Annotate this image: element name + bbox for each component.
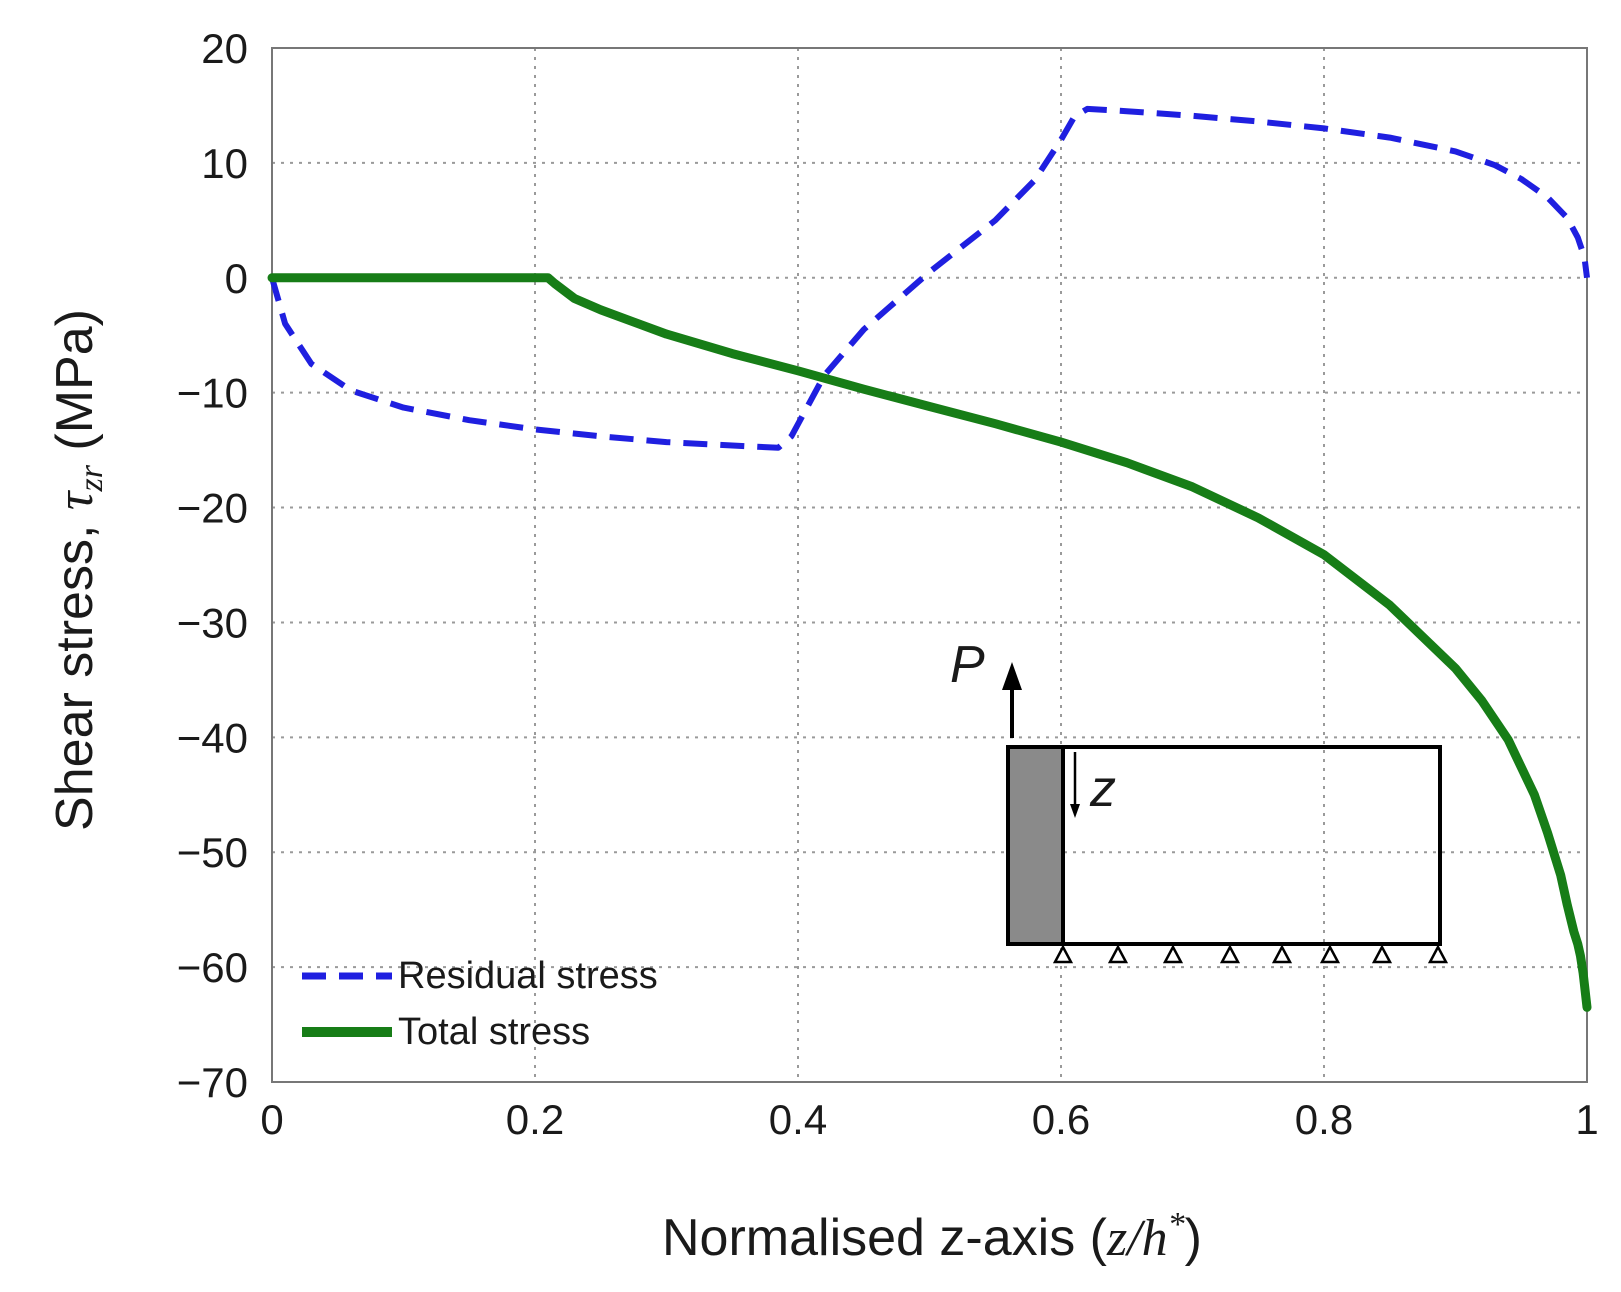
grid-lines bbox=[272, 48, 1587, 1082]
y-tick-label: −70 bbox=[177, 1059, 248, 1106]
inset-z-arrow-head bbox=[1070, 804, 1080, 818]
y-tick-label: −30 bbox=[177, 599, 248, 646]
x-axis-label-math: z/h bbox=[1106, 1210, 1168, 1267]
roller-support-3 bbox=[1219, 944, 1241, 964]
y-tick-label: −40 bbox=[177, 714, 248, 761]
y-tick-label: −20 bbox=[177, 485, 248, 532]
series-layer bbox=[267, 105, 1592, 1012]
series-line-total-stress bbox=[267, 273, 1592, 1012]
roller-support-7 bbox=[1427, 944, 1449, 964]
legend: Residual stress Total stress bbox=[302, 955, 658, 1053]
legend-label-total: Total stress bbox=[398, 1011, 590, 1053]
x-tick-label: 0.4 bbox=[769, 1096, 827, 1143]
y-tick-label: −10 bbox=[177, 370, 248, 417]
inset-shaded-region bbox=[1006, 745, 1065, 946]
x-axis-label: Normalised z-axis (z/h*) bbox=[662, 1206, 1202, 1267]
inset-beam-outline bbox=[1006, 745, 1442, 946]
y-tick-label: 10 bbox=[201, 140, 248, 187]
y-tick-label: −60 bbox=[177, 944, 248, 991]
y-tick-label: 20 bbox=[201, 25, 248, 72]
roller-support-6 bbox=[1371, 944, 1393, 964]
beam-inset-diagram: P z bbox=[950, 636, 1449, 964]
x-axis-label-suffix: ) bbox=[1185, 1209, 1202, 1267]
roller-support-4 bbox=[1271, 944, 1293, 964]
inset-z-label: z bbox=[1089, 760, 1116, 818]
x-tick-label: 0.8 bbox=[1295, 1096, 1353, 1143]
x-axis-label-superscript: * bbox=[1168, 1206, 1185, 1243]
y-axis-label-prefix: Shear stress, bbox=[46, 510, 104, 831]
inset-roller-supports bbox=[1052, 944, 1449, 964]
y-axis-label-suffix: (MPa) bbox=[46, 309, 104, 465]
y-tick-label: −50 bbox=[177, 829, 248, 876]
legend-label-residual: Residual stress bbox=[398, 955, 658, 997]
y-tick-label: 0 bbox=[225, 255, 248, 302]
x-tick-label: 0.2 bbox=[506, 1096, 564, 1143]
y-axis-label-subscript: zr bbox=[73, 464, 110, 492]
x-axis-ticks: 0 0.2 0.4 0.6 0.8 1 bbox=[260, 1096, 1598, 1143]
force-arrow-head bbox=[1002, 662, 1022, 690]
x-tick-label: 0 bbox=[260, 1096, 283, 1143]
inset-force-label: P bbox=[950, 636, 985, 694]
x-tick-label: 0.6 bbox=[1032, 1096, 1090, 1143]
y-axis-ticks: 20 10 0 −10 −20 −30 −40 −50 −60 −70 bbox=[177, 25, 248, 1106]
x-tick-label: 1 bbox=[1575, 1096, 1598, 1143]
x-axis-label-prefix: Normalised z-axis ( bbox=[662, 1209, 1108, 1267]
roller-support-1 bbox=[1107, 944, 1129, 964]
y-axis-label-math: τ bbox=[47, 489, 104, 510]
roller-support-5 bbox=[1319, 944, 1341, 964]
roller-support-0 bbox=[1052, 944, 1074, 964]
y-axis-label: Shear stress, τzr (MPa) bbox=[46, 309, 110, 831]
roller-support-2 bbox=[1162, 944, 1184, 964]
plot-frame bbox=[271, 47, 1588, 1083]
